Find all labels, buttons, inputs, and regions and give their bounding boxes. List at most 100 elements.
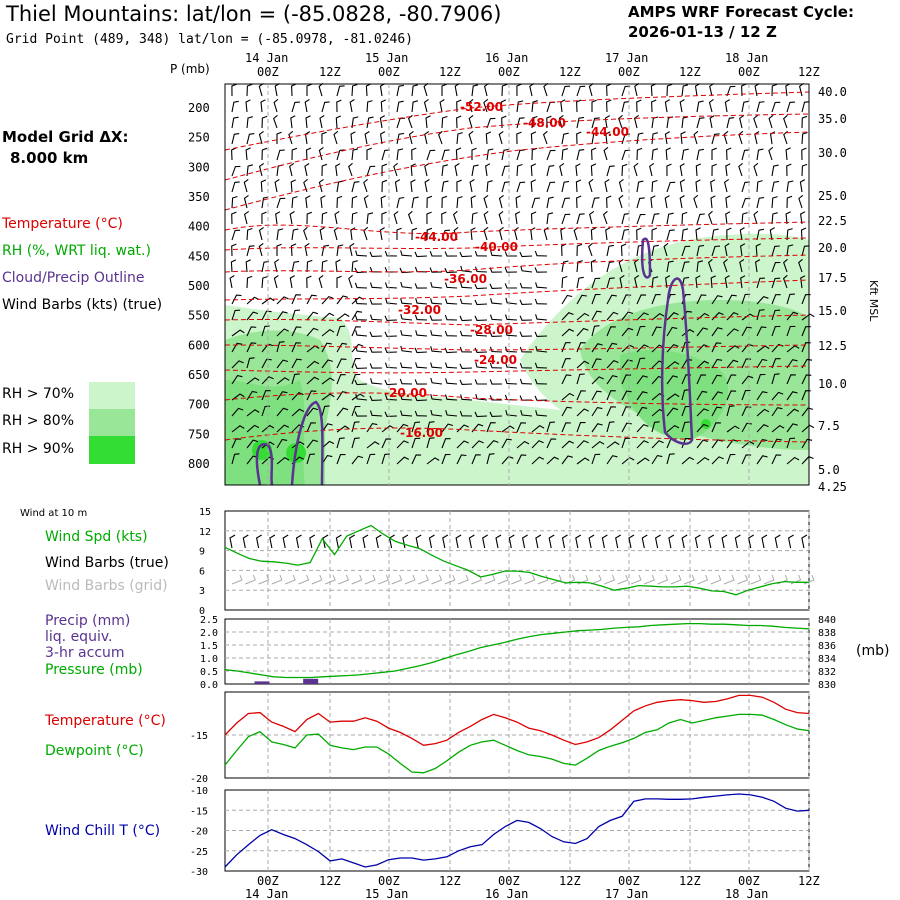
wind-barb bbox=[441, 164, 449, 177]
wind-barb bbox=[801, 147, 807, 161]
wind-barb bbox=[231, 165, 241, 177]
wind-barb bbox=[561, 392, 575, 401]
kft-tick: 10.0 bbox=[818, 377, 847, 391]
wind-barb bbox=[489, 267, 503, 273]
wind-barb bbox=[468, 98, 474, 113]
wind-barb bbox=[333, 130, 339, 145]
wind-barb bbox=[606, 195, 612, 209]
wind-barb bbox=[786, 374, 796, 385]
wind-barb bbox=[534, 267, 548, 273]
wind-barb bbox=[276, 407, 289, 417]
wind-barb bbox=[231, 133, 240, 145]
wind-barb bbox=[276, 341, 285, 353]
wind-barb bbox=[516, 454, 527, 465]
wind-barb bbox=[561, 132, 569, 145]
wind-barb bbox=[321, 163, 328, 177]
wind-barb bbox=[351, 83, 358, 97]
wind-barb bbox=[369, 299, 383, 305]
wind-barb bbox=[410, 163, 416, 177]
wind-barb bbox=[534, 378, 548, 385]
wind-barb bbox=[290, 243, 297, 257]
windchill-line bbox=[224, 793, 810, 868]
wind-barb bbox=[636, 197, 645, 209]
profile-frame bbox=[224, 83, 810, 486]
wind-barb bbox=[246, 377, 260, 385]
wind-barb bbox=[696, 148, 704, 161]
wind-barb bbox=[753, 114, 759, 129]
wind-barb-true bbox=[468, 534, 475, 549]
wind-barb bbox=[753, 162, 759, 177]
wind-barb bbox=[771, 261, 781, 273]
wind-barb bbox=[741, 422, 752, 433]
wind-barb bbox=[576, 408, 589, 417]
wind-barb bbox=[490, 298, 503, 305]
wind-barb bbox=[681, 245, 691, 257]
wind-barb bbox=[229, 275, 235, 289]
wind-barb bbox=[306, 311, 319, 321]
wind-barb bbox=[258, 226, 264, 241]
wind-barb-grid bbox=[551, 574, 562, 585]
wind-barb bbox=[664, 131, 670, 145]
wind-barb bbox=[634, 274, 640, 289]
wind-barb bbox=[336, 454, 346, 465]
x-tick-top: 00Z bbox=[378, 65, 400, 79]
wind-barb bbox=[621, 101, 630, 113]
wind-barb bbox=[231, 360, 244, 369]
wind-barb bbox=[771, 358, 781, 369]
wind-barb bbox=[400, 345, 413, 353]
wind-barb bbox=[321, 405, 330, 417]
day-label-top: 18 Jan bbox=[725, 51, 768, 65]
wind-barb bbox=[651, 99, 657, 113]
wind-barb bbox=[606, 244, 614, 257]
wind-barb bbox=[333, 226, 339, 241]
kft-tick: 22.5 bbox=[818, 214, 847, 228]
wind-barb bbox=[711, 358, 723, 369]
wind-barb bbox=[291, 392, 304, 401]
wind-barb bbox=[474, 379, 487, 385]
wind-barb bbox=[636, 294, 647, 305]
wind-barb-grid bbox=[763, 574, 775, 585]
wind-barb bbox=[429, 267, 443, 273]
wind-barb bbox=[724, 243, 730, 257]
wind-barb bbox=[380, 131, 386, 145]
wind-barb bbox=[724, 99, 730, 113]
wind-barb bbox=[291, 228, 299, 241]
wind-barb bbox=[519, 299, 533, 305]
wind-barb bbox=[306, 275, 312, 289]
wind-barb bbox=[394, 179, 401, 193]
wind-barb bbox=[318, 82, 324, 97]
wind-barb bbox=[591, 310, 602, 321]
wind-barb bbox=[460, 394, 473, 401]
wind-barb bbox=[786, 244, 794, 257]
wind-barb bbox=[636, 180, 644, 193]
wind-barb bbox=[321, 295, 334, 305]
isotherm bbox=[224, 344, 810, 351]
wind-barb bbox=[501, 148, 509, 161]
wind-barb bbox=[306, 327, 319, 337]
wind-barb bbox=[708, 210, 713, 225]
pressure-tick: 550 bbox=[188, 309, 210, 323]
wind-barb bbox=[666, 343, 679, 353]
wind-barb bbox=[354, 379, 368, 386]
wind-barb bbox=[681, 211, 688, 225]
wind-barb bbox=[246, 342, 257, 353]
wind-barb bbox=[515, 211, 521, 225]
wind-barb bbox=[486, 439, 499, 449]
wind-barb bbox=[231, 195, 238, 209]
wind-barb bbox=[606, 421, 615, 433]
wind-barb bbox=[741, 440, 755, 449]
wind-barb bbox=[531, 440, 544, 449]
x-tick-top: 00Z bbox=[738, 65, 760, 79]
wind-barb bbox=[771, 196, 778, 209]
kft-tick: 7.5 bbox=[818, 419, 840, 433]
wind-barb bbox=[384, 362, 398, 369]
wind-barb bbox=[336, 149, 345, 161]
wind-barb bbox=[351, 195, 358, 209]
wind-barb bbox=[291, 358, 302, 369]
wind-barb bbox=[546, 196, 554, 209]
wind-barb bbox=[604, 115, 610, 129]
wind-barb bbox=[498, 194, 504, 209]
wind-barb bbox=[336, 391, 348, 401]
wind-barb bbox=[246, 311, 259, 321]
wind-barb bbox=[771, 407, 783, 417]
